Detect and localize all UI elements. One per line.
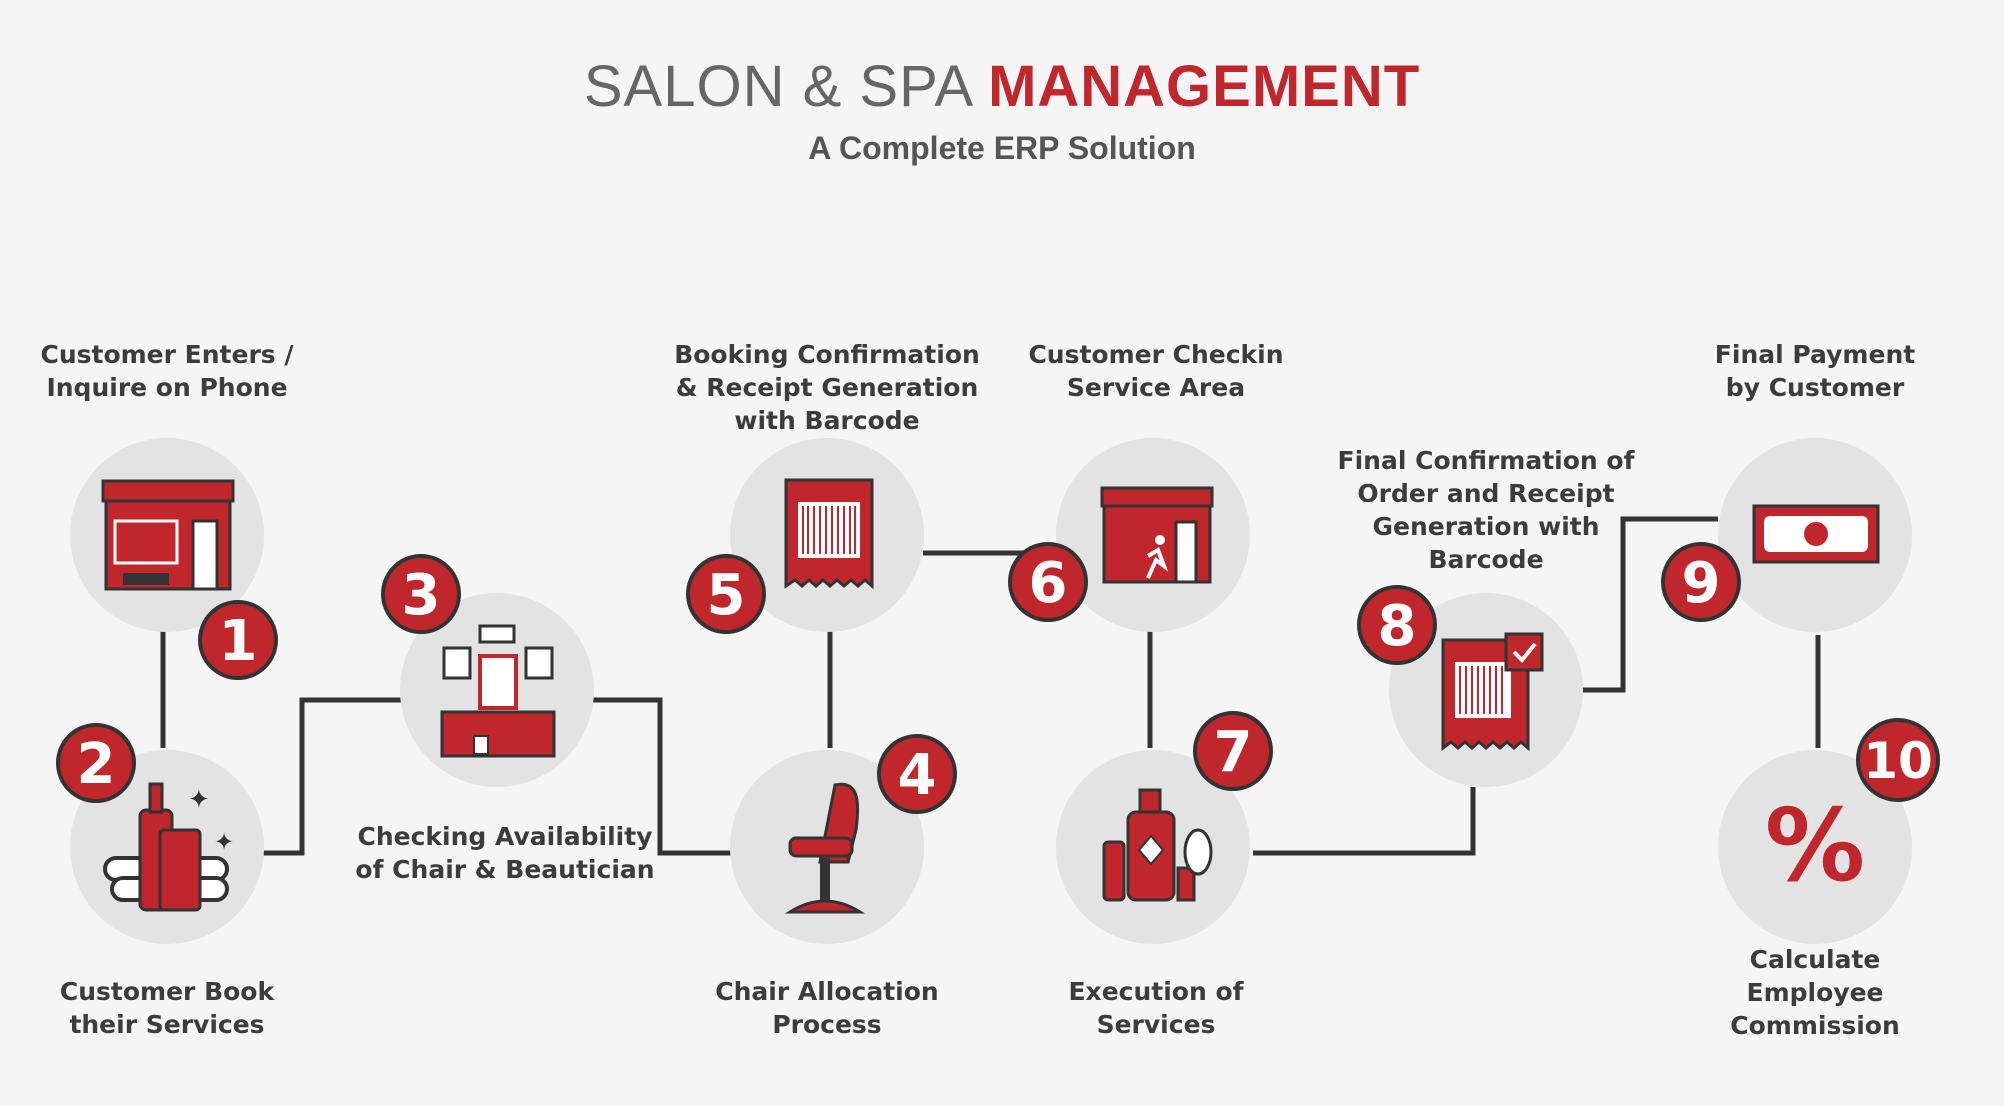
step-label-7: Execution of Services bbox=[1068, 977, 1244, 1039]
step-label-4: Chair Allocation Process bbox=[715, 977, 939, 1039]
step-badge-7: 7 bbox=[1193, 711, 1273, 791]
salon-chair-icon bbox=[784, 782, 866, 914]
step-label-6: Customer Checkin Service Area bbox=[1028, 340, 1284, 402]
step-badge-6: 6 bbox=[1008, 542, 1088, 622]
step-number: 8 bbox=[1378, 594, 1417, 659]
step-label-8: Final Confirmation of Order and Receipt … bbox=[1337, 446, 1635, 574]
step-number: 6 bbox=[1029, 551, 1068, 616]
salon-station-icon bbox=[440, 624, 556, 758]
percent-icon: % bbox=[1765, 787, 1865, 904]
step-label-1: Customer Enters / Inquire on Phone bbox=[40, 340, 294, 402]
svg-text:✦: ✦ bbox=[214, 828, 234, 856]
step-number: 7 bbox=[1214, 720, 1253, 785]
step-number: 5 bbox=[707, 563, 746, 628]
step-badge-9: 9 bbox=[1661, 542, 1741, 622]
confirmed-receipt-icon bbox=[1441, 632, 1544, 752]
step-badge-5: 5 bbox=[686, 554, 766, 634]
grooming-tools-icon bbox=[1102, 788, 1213, 902]
title-plain: SALON & SPA bbox=[583, 54, 971, 119]
storefront-icon bbox=[101, 479, 235, 591]
step-label-3: Checking Availability of Chair & Beautic… bbox=[355, 822, 655, 884]
cash-icon bbox=[1752, 504, 1880, 564]
step-badge-10: 10 bbox=[1856, 718, 1940, 802]
page-title: SALON & SPA MANAGEMENT bbox=[0, 52, 2004, 122]
step-number: 3 bbox=[402, 563, 441, 628]
store-entry-icon bbox=[1100, 486, 1214, 584]
step-number: 9 bbox=[1682, 551, 1721, 616]
svg-text:✦: ✦ bbox=[188, 785, 210, 815]
step-badge-4: 4 bbox=[877, 734, 957, 814]
step-number: 4 bbox=[898, 743, 937, 808]
spa-products-icon: ✦ ✦ bbox=[103, 782, 234, 912]
step-label-10: Calculate Employee Commission bbox=[1730, 945, 1900, 1040]
step-badge-2: 2 bbox=[56, 723, 136, 803]
step-number: 10 bbox=[1863, 732, 1933, 790]
barcode-receipt-icon bbox=[784, 478, 874, 590]
step-badge-3: 3 bbox=[381, 554, 461, 634]
step-label-5: Booking Confirmation & Receipt Generatio… bbox=[674, 340, 980, 435]
step-label-2: Customer Book their Services bbox=[59, 977, 275, 1039]
step-badges: 1 2 3 4 5 6 7 8 9 10 bbox=[56, 542, 1940, 814]
step-badge-1: 1 bbox=[198, 600, 278, 680]
page-subtitle: A Complete ERP Solution bbox=[808, 130, 1196, 166]
step-badge-8: 8 bbox=[1357, 585, 1437, 665]
step-number: 2 bbox=[77, 732, 116, 797]
title-accent: MANAGEMENT bbox=[988, 54, 1421, 119]
step-label-9: Final Payment by Customer bbox=[1714, 340, 1916, 402]
step-number: 1 bbox=[219, 609, 258, 674]
